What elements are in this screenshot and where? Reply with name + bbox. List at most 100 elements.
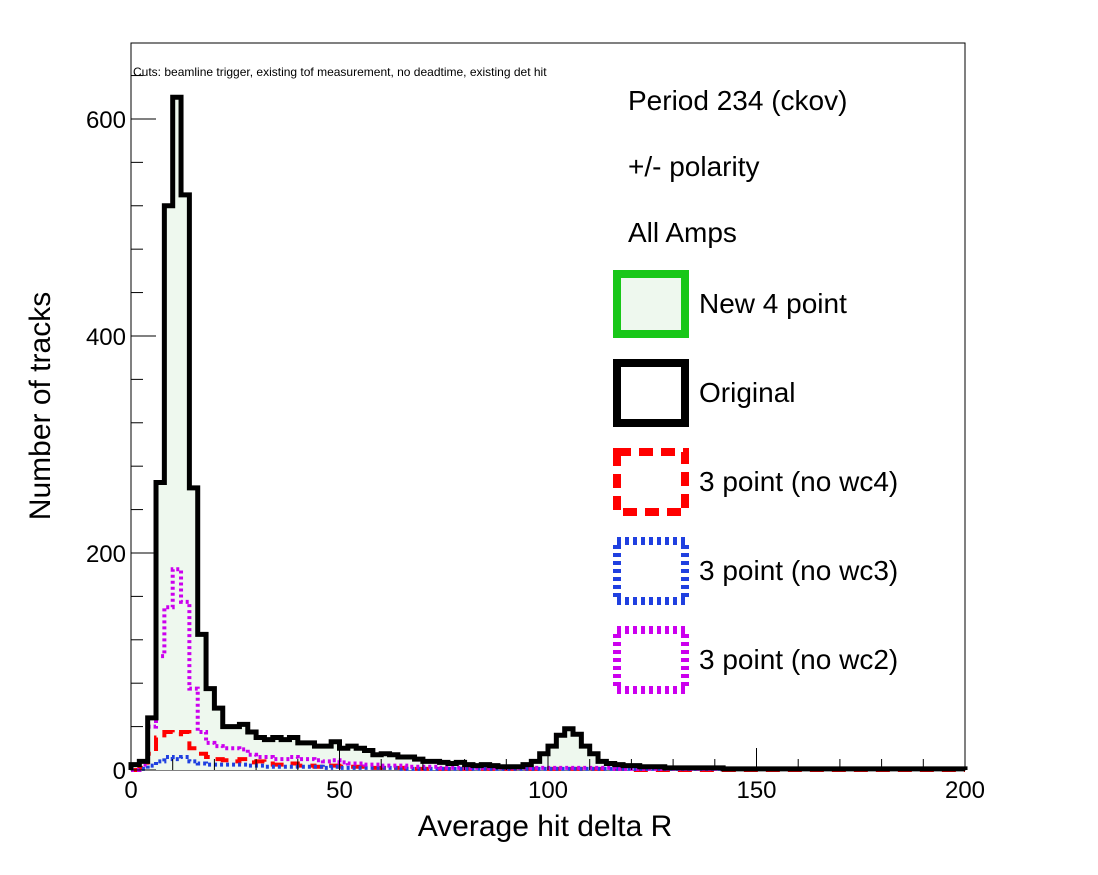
x-tick-label: 150 (736, 777, 776, 804)
info-line: All Amps (628, 217, 737, 248)
histogram-bin (782, 769, 790, 770)
x-tick-label: 100 (528, 777, 568, 804)
histogram-bin (456, 762, 464, 770)
histogram-bin (957, 769, 965, 770)
y-tick-label: 400 (86, 324, 126, 351)
histogram-bin (181, 195, 189, 770)
legend-label: Original (699, 377, 795, 408)
histogram-bin (932, 769, 940, 770)
x-tick-label: 50 (326, 777, 353, 804)
histogram-bin (273, 737, 281, 770)
histogram-bin (531, 761, 539, 770)
legend-item: 3 point (no wc3) (613, 537, 898, 605)
histogram-bin (773, 769, 781, 770)
histogram-bin (490, 766, 498, 770)
histogram-bin (815, 769, 823, 770)
histogram-bin (506, 767, 514, 770)
cuts-annotation: Cuts: beamline trigger, existing tof mea… (133, 65, 547, 79)
histogram-bin (248, 732, 256, 770)
histogram-bin (865, 769, 873, 770)
histogram-bin (239, 724, 247, 770)
histogram-bin (356, 748, 364, 770)
series-layer (128, 94, 968, 772)
histogram-bin (873, 769, 881, 770)
histogram-bin (548, 746, 556, 770)
histogram-bin (156, 482, 164, 770)
histogram-bin (681, 768, 689, 770)
histogram-bin (139, 761, 147, 770)
histogram-bin (173, 97, 181, 770)
legend-label: 3 point (no wc3) (699, 555, 898, 586)
info-line: Period 234 (ckov) (628, 85, 847, 116)
histogram-bin (640, 767, 648, 770)
histogram-bin (565, 729, 573, 770)
histogram-bin (731, 769, 739, 770)
histogram-bin (757, 769, 765, 770)
histogram-bin (256, 737, 264, 770)
y-axis-label: Number of tracks (24, 292, 57, 520)
y-tick-label: 200 (86, 541, 126, 568)
histogram-bin (740, 769, 748, 770)
histogram-line (128, 94, 968, 772)
histogram-bin (264, 740, 272, 770)
histogram-bin (840, 769, 848, 770)
histogram-bin (948, 769, 956, 770)
legend-label: 3 point (no wc2) (699, 644, 898, 675)
histogram-bin (807, 769, 815, 770)
histogram-line (131, 567, 967, 772)
legend-item: 3 point (no wc2) (613, 626, 898, 694)
histogram-bin (590, 754, 598, 770)
histogram-bin (431, 761, 439, 770)
histogram-bin (540, 754, 548, 770)
x-tick-label: 0 (124, 777, 137, 804)
legend-item: Original (613, 359, 795, 427)
histogram-bin (690, 768, 698, 770)
histogram-bin (832, 769, 840, 770)
histogram-bin (131, 765, 139, 770)
histogram-bin (198, 634, 206, 770)
histogram-bin (398, 757, 406, 770)
histogram-bin (890, 769, 898, 770)
histogram-bin (915, 769, 923, 770)
histogram-bin (623, 766, 631, 770)
series-3-point-no-wc2- (131, 567, 967, 772)
x-axis-label: Average hit delta R (418, 810, 673, 843)
histogram-bin (656, 767, 664, 770)
legend-label: 3 point (no wc4) (699, 466, 898, 497)
series-original (128, 94, 968, 772)
histogram-bin (381, 754, 389, 770)
histogram-bin (365, 750, 373, 770)
histogram-bin (798, 769, 806, 770)
histogram-bin (498, 767, 506, 770)
histogram-bin (765, 769, 773, 770)
histogram-bin (673, 768, 681, 770)
legend-item: 3 point (no wc4) (613, 448, 898, 516)
histogram-bin (706, 768, 714, 770)
histogram-bin (515, 767, 523, 770)
histogram-bin (406, 757, 414, 770)
histogram-bin (206, 689, 214, 770)
x-tick-label: 200 (945, 777, 985, 804)
histogram-bin (631, 766, 639, 770)
histogram-bin (898, 769, 906, 770)
info-line: +/- polarity (628, 151, 760, 182)
histogram-bin (923, 769, 931, 770)
histogram-bin (723, 769, 731, 770)
legend-swatch (613, 359, 689, 427)
legend-swatch (613, 626, 689, 694)
histogram-bin (473, 766, 481, 770)
histogram-bin (323, 746, 331, 770)
histogram-bin (573, 734, 581, 770)
histogram-bin (348, 746, 356, 770)
info-text-block: Period 234 (ckov) +/- polarity All Amps (628, 85, 847, 248)
histogram-bin (314, 746, 322, 770)
histogram-bin (748, 769, 756, 770)
histogram-bin (581, 746, 589, 770)
histogram-bin (298, 743, 306, 770)
histogram-bin (214, 708, 222, 770)
histogram-bin (415, 759, 423, 770)
histogram-bin (556, 735, 564, 770)
histogram-bin (189, 488, 197, 770)
histogram-bin (448, 763, 456, 770)
histogram-bin (423, 761, 431, 770)
